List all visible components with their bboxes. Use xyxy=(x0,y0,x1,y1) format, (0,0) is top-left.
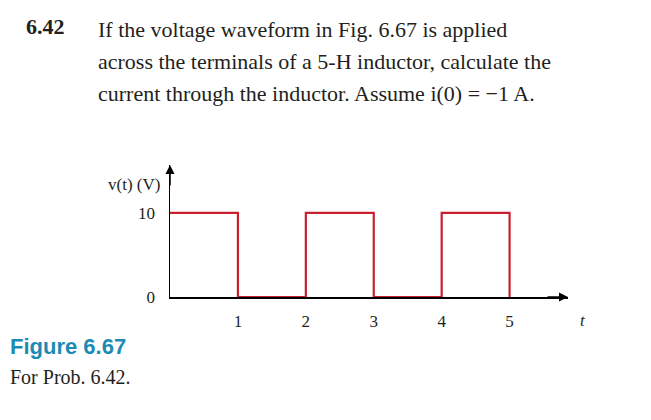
svg-text:10: 10 xyxy=(138,204,155,223)
svg-text:1: 1 xyxy=(234,312,243,331)
svg-text:0: 0 xyxy=(147,288,156,307)
html-text:Figure 6.67: Figure 6.67 xyxy=(10,334,127,359)
svg-text:2: 2 xyxy=(302,312,311,331)
svg-text:5: 5 xyxy=(505,312,513,331)
svg-text:t: t xyxy=(580,311,586,330)
html-text:current through the inductor.: current through the inductor. Assume i(0… xyxy=(98,81,535,106)
svg-text:3: 3 xyxy=(370,312,379,331)
html-text:across the terminals of a 5-H: across the terminals of a 5-H inductor, … xyxy=(98,49,551,74)
svg-text:4: 4 xyxy=(437,312,446,331)
svg-text:v(t) (V): v(t) (V) xyxy=(108,175,160,194)
html-text:If the voltage waveform in Fig: If the voltage waveform in Fig. 6.67 is … xyxy=(98,17,508,42)
html-text:For Prob. 6.42.: For Prob. 6.42. xyxy=(10,366,131,388)
html-text:6.42: 6.42 xyxy=(26,14,65,39)
